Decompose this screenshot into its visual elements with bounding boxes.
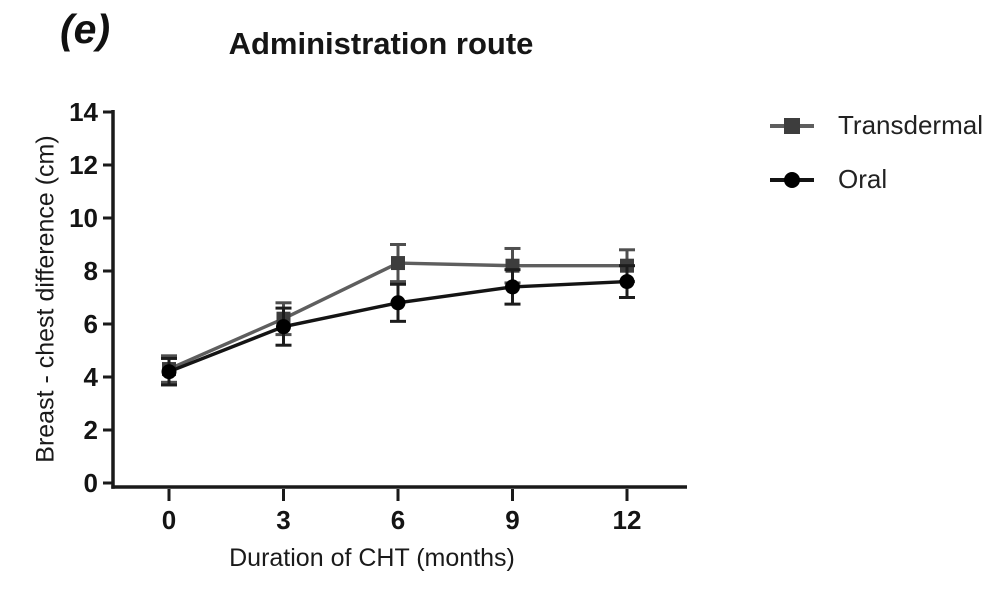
- oral-series-icon: [770, 171, 814, 188]
- panel-label: (e): [60, 6, 111, 52]
- y-tick-label: 2: [84, 415, 98, 445]
- x-tick-label: 12: [613, 505, 642, 535]
- y-tick-label: 10: [69, 203, 98, 233]
- legend-label-oral: Oral: [838, 164, 888, 194]
- y-tick-label: 8: [84, 256, 98, 286]
- y-tick-label: 4: [84, 362, 99, 392]
- chart-title: Administration route: [228, 26, 534, 61]
- data-point-circle: [390, 295, 406, 311]
- x-tick-label: 9: [505, 505, 519, 535]
- y-axis-title: Breast - chest difference (cm): [31, 135, 60, 463]
- legend-item-oral: Oral: [768, 164, 983, 195]
- y-tick-label: 12: [69, 150, 98, 180]
- data-point-circle: [276, 319, 291, 335]
- data-point-square: [391, 256, 405, 271]
- y-tick-label: 14: [69, 97, 98, 127]
- data-point-circle: [161, 364, 177, 380]
- y-tick-label: 0: [84, 468, 98, 498]
- x-axis-title: Duration of CHT (months): [229, 544, 515, 572]
- transdermal-series-icon: [770, 117, 814, 134]
- x-tick-label: 6: [391, 505, 405, 535]
- data-point-circle: [505, 279, 520, 295]
- legend-item-transdermal: Transdermal: [768, 110, 983, 141]
- data-point-circle: [619, 274, 635, 290]
- y-tick-label: 6: [84, 309, 98, 339]
- x-tick-label: 3: [276, 505, 290, 535]
- legend: Transdermal Oral: [768, 110, 983, 195]
- x-tick-label: 0: [162, 505, 176, 535]
- legend-label-transdermal: Transdermal: [838, 110, 983, 140]
